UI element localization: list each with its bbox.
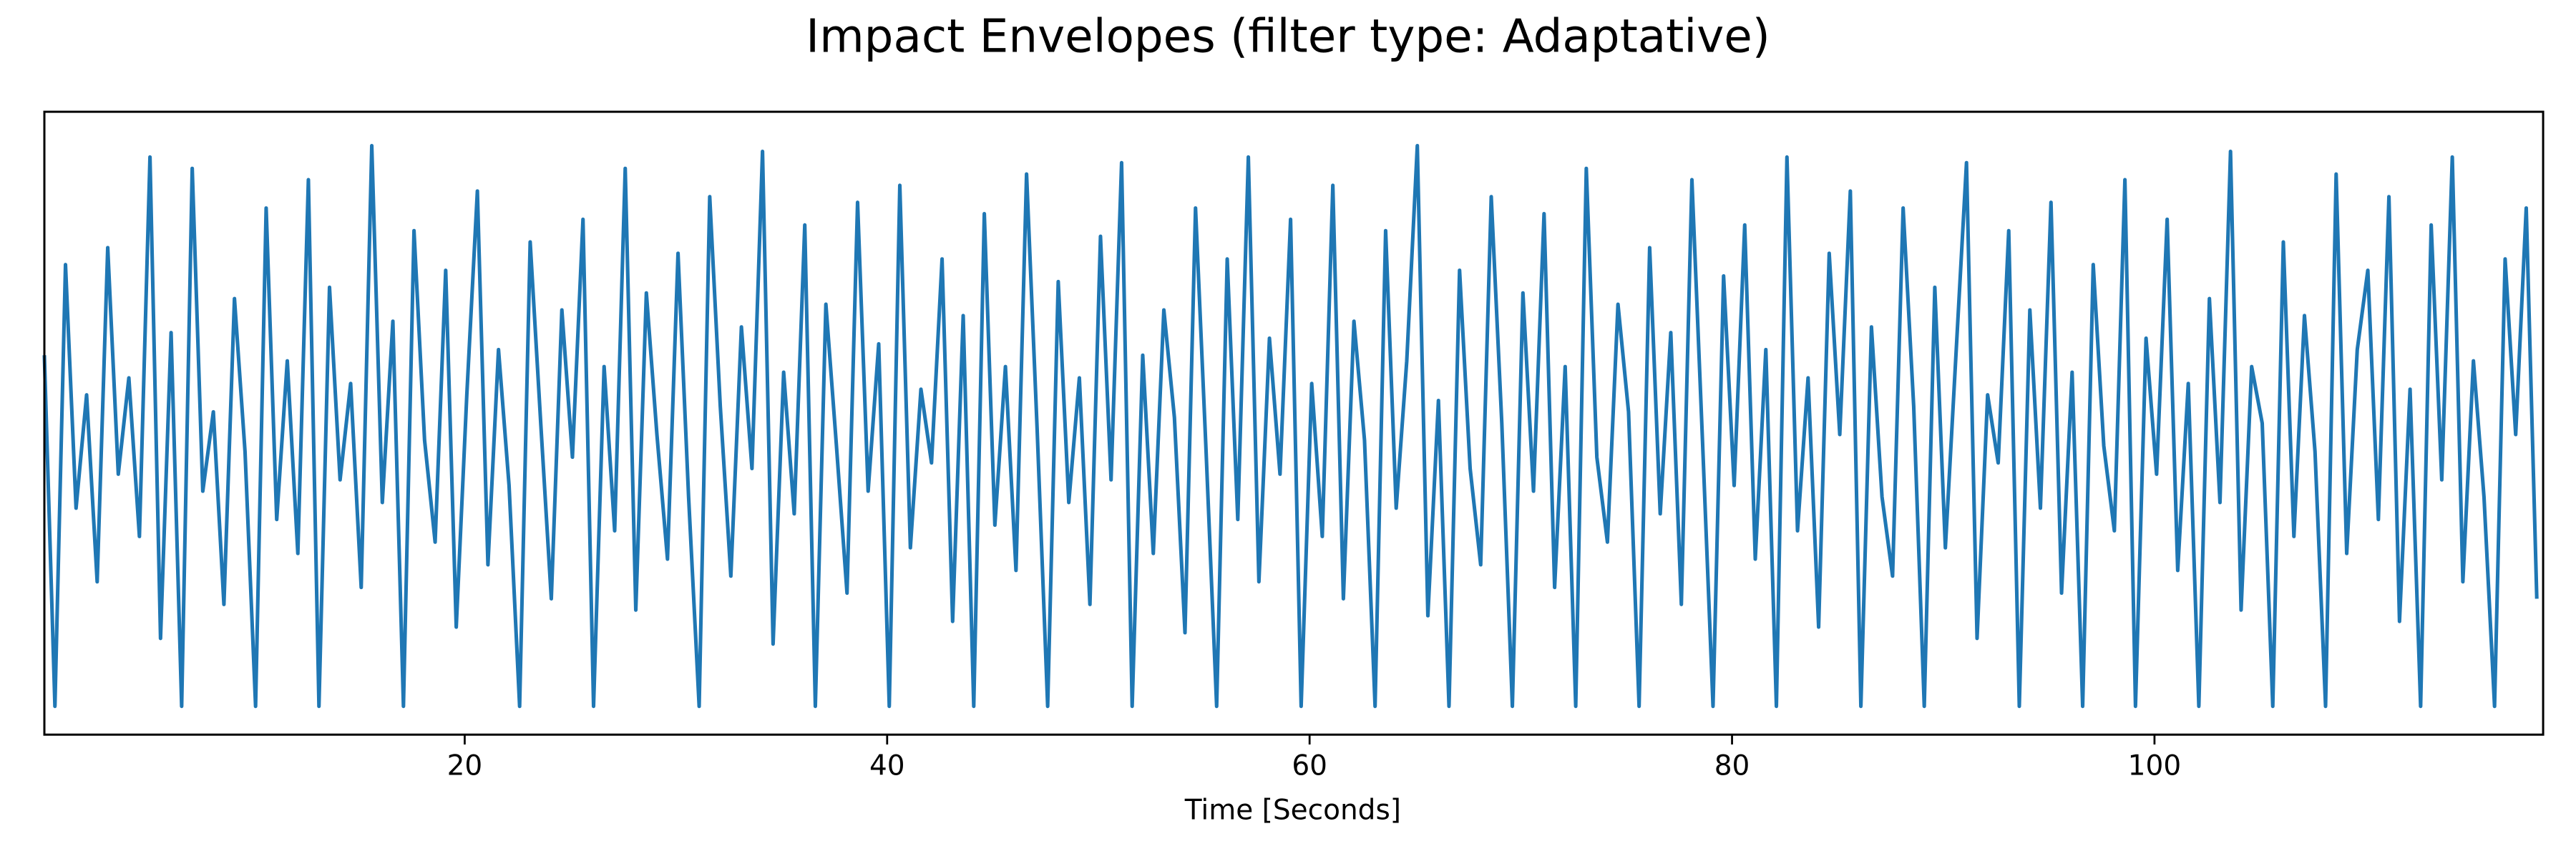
x-axis-label: Time [Seconds] [1184,795,1401,827]
x-tick-label: 80 [1714,750,1750,782]
x-tick-label: 20 [447,750,483,782]
chart-title: Impact Envelopes (filter type: Adaptativ… [806,10,1770,64]
x-tick-label: 100 [2128,750,2181,782]
x-tick-label: 60 [1292,750,1327,782]
data-line [42,144,2539,709]
x-tick-label: 40 [869,750,905,782]
plot-frame [43,110,2545,736]
